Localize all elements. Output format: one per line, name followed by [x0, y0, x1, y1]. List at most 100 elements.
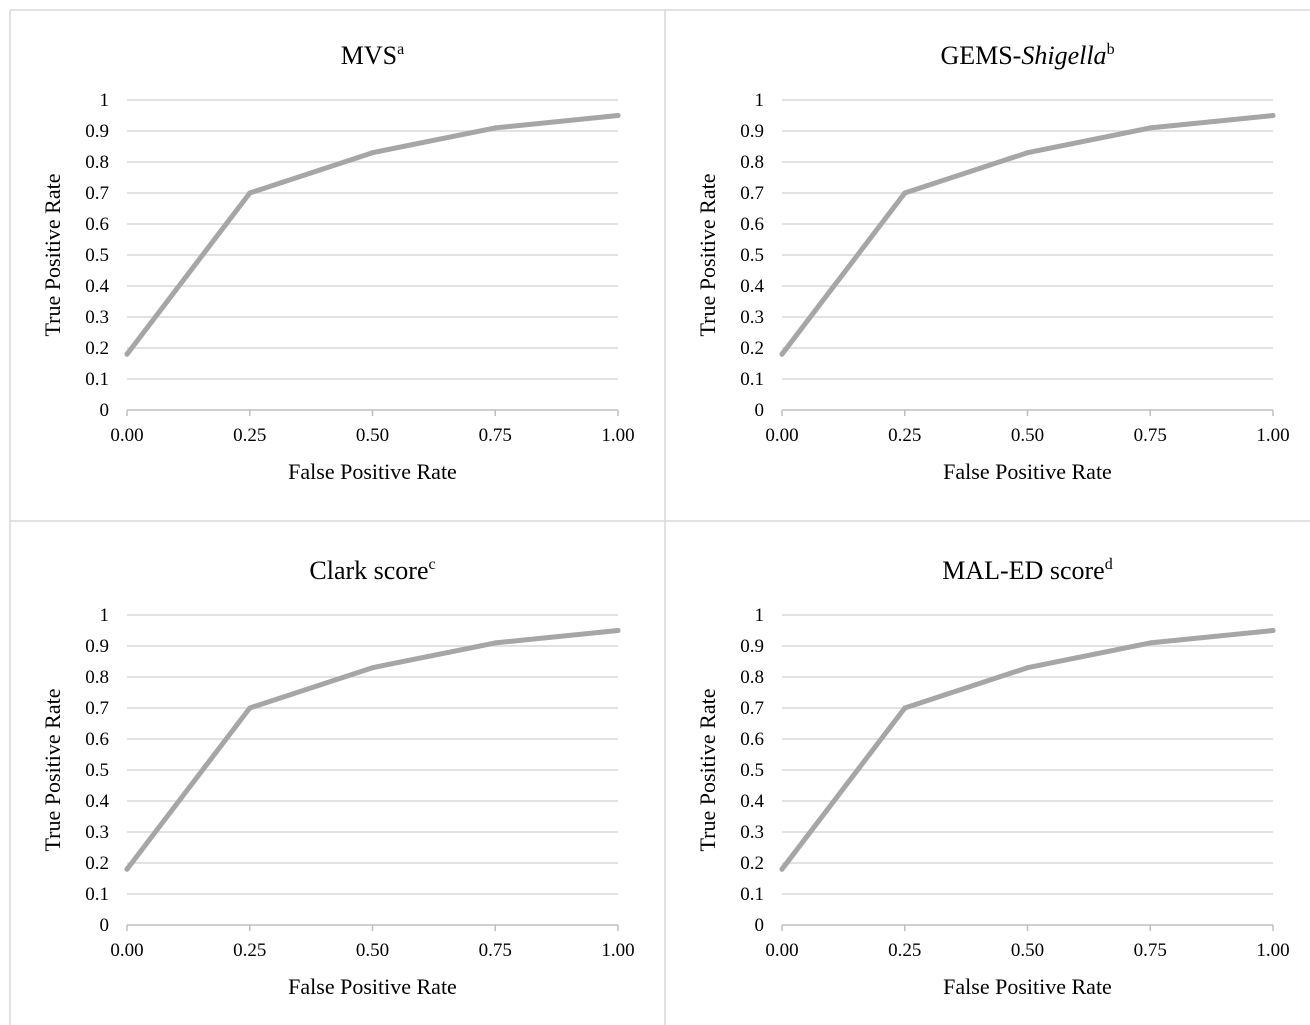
- y-tick-label: 0.8: [740, 667, 764, 688]
- y-tick-label: 0.6: [740, 729, 764, 750]
- roc-curve-point: [1270, 113, 1276, 118]
- roc-curve-point: [779, 866, 785, 872]
- chart-panel-3: Clark scorec 0 0.1 0.2 0.3 0.4 0.5 0.6 0.7 0.8 0.9…: [10, 525, 665, 1025]
- x-tick-label: 0.00: [110, 425, 143, 446]
- roc-curve-point: [902, 705, 908, 711]
- y-axis-label: True Positive Rate: [40, 174, 65, 337]
- chart-panel-4: MAL-ED scored 0 0.1 0.2 0.3 0.4 0.5 0.6 0.7 0.8 0.…: [665, 525, 1310, 1025]
- y-tick-label: 0.1: [740, 369, 764, 390]
- y-tick-label: 1: [755, 90, 765, 111]
- chart-title-superscript: a: [397, 41, 404, 58]
- chart-title-superscript: c: [429, 556, 436, 573]
- chart-svg: MAL-ED scored 0 0.1 0.2 0.3 0.4 0.5 0.6 0.7 0.8 0.…: [695, 556, 1290, 999]
- chart-panel-1: MVSa 0 0.1 0.2 0.3 0.4 0.5 0.6 0.7 0.8 0.9 1 0.00 0.2…: [10, 10, 665, 518]
- y-tick-label: 0.6: [85, 729, 109, 750]
- y-tick-label: 0: [755, 400, 765, 421]
- roc-curve-point: [124, 351, 130, 357]
- x-tick-label: 0.50: [1011, 425, 1044, 446]
- chart-svg: MVSa 0 0.1 0.2 0.3 0.4 0.5 0.6 0.7 0.8 0.9 1 0.00 0.2…: [40, 41, 635, 484]
- y-tick-label: 0.4: [740, 276, 764, 297]
- y-tick-label: 0.3: [740, 822, 764, 843]
- chart-title: GEMS-Shigellab: [940, 41, 1114, 70]
- x-axis-label: False Positive Rate: [288, 459, 457, 484]
- chart-title: Clark scorec: [309, 556, 435, 585]
- y-tick-label: 1: [755, 605, 765, 626]
- y-tick-label: 0.1: [740, 884, 764, 905]
- y-tick-label: 0.9: [740, 121, 764, 142]
- x-axis-label: False Positive Rate: [943, 974, 1112, 999]
- y-tick-label: 0.9: [740, 636, 764, 657]
- x-tick-label: 0.50: [356, 940, 389, 961]
- y-tick-label: 0.8: [85, 152, 109, 173]
- roc-curve-point: [902, 190, 908, 196]
- y-tick-label: 0.6: [740, 214, 764, 235]
- y-tick-label: 0.7: [740, 183, 764, 204]
- x-tick-label: 0.25: [233, 425, 266, 446]
- y-tick-label: 0.1: [85, 369, 109, 390]
- x-tick-label: 0.50: [1011, 940, 1044, 961]
- chart-panel-2: GEMS-Shigellab 0 0.1 0.2 0.3 0.4 0.5 0.6 0.7 0.8 0…: [665, 10, 1310, 518]
- roc-curve-point: [1025, 150, 1030, 156]
- chart-title-text: MVS: [341, 41, 397, 70]
- x-axis-label: False Positive Rate: [943, 459, 1112, 484]
- y-tick-label: 0.2: [740, 853, 764, 874]
- y-tick-label: 0: [100, 915, 110, 936]
- y-tick-label: 1: [100, 90, 110, 111]
- chart-svg: GEMS-Shigellab 0 0.1 0.2 0.3 0.4 0.5 0.6 0.7 0.8 0…: [695, 41, 1290, 484]
- x-tick-label: 1.00: [1256, 940, 1289, 961]
- roc-curve-point: [124, 866, 130, 872]
- y-tick-label: 0.5: [85, 245, 109, 266]
- roc-curve-point: [615, 628, 621, 633]
- y-tick-label: 0.5: [85, 760, 109, 781]
- y-tick-label: 0.2: [740, 338, 764, 359]
- y-tick-label: 0.4: [85, 791, 109, 812]
- y-tick-label: 0.7: [740, 698, 764, 719]
- x-axis-label: False Positive Rate: [288, 974, 457, 999]
- y-axis-label: True Positive Rate: [695, 689, 720, 852]
- x-tick-label: 0.25: [233, 940, 266, 961]
- chart-title-text: GEMS-: [940, 41, 1021, 70]
- chart-title: MAL-ED scored: [942, 556, 1112, 585]
- roc-curve-point: [779, 351, 785, 357]
- y-tick-label: 0.4: [740, 791, 764, 812]
- y-tick-label: 0: [100, 400, 110, 421]
- y-tick-label: 0.3: [740, 307, 764, 328]
- x-tick-label: 0.00: [765, 425, 798, 446]
- roc-curve-point: [1147, 640, 1153, 646]
- chart-title-superscript: b: [1107, 41, 1115, 58]
- roc-curve-point: [1270, 628, 1276, 633]
- y-tick-label: 0.8: [740, 152, 764, 173]
- y-tick-label: 0.7: [85, 183, 109, 204]
- chart-svg: Clark scorec 0 0.1 0.2 0.3 0.4 0.5 0.6 0.7 0.8 0.9…: [40, 556, 635, 999]
- chart-title-text: MAL-ED score: [942, 556, 1104, 585]
- chart-title-italic: Shigella: [1021, 41, 1106, 70]
- x-tick-label: 1.00: [601, 425, 634, 446]
- y-tick-label: 1: [100, 605, 110, 626]
- y-tick-label: 0.9: [85, 636, 109, 657]
- roc-curve-point: [1147, 125, 1153, 131]
- x-tick-label: 0.00: [765, 940, 798, 961]
- y-tick-label: 0.9: [85, 121, 109, 142]
- y-tick-label: 0.3: [85, 307, 109, 328]
- x-tick-label: 1.00: [1256, 425, 1289, 446]
- chart-title: MVSa: [341, 41, 404, 70]
- y-tick-label: 0.8: [85, 667, 109, 688]
- y-axis-label: True Positive Rate: [695, 174, 720, 337]
- y-tick-label: 0: [755, 915, 765, 936]
- x-tick-label: 0.00: [110, 940, 143, 961]
- roc-curve-point: [370, 150, 375, 156]
- y-tick-label: 0.1: [85, 884, 109, 905]
- x-tick-label: 0.50: [356, 425, 389, 446]
- y-tick-label: 0.7: [85, 698, 109, 719]
- y-tick-label: 0.2: [85, 853, 109, 874]
- y-tick-label: 0.4: [85, 276, 109, 297]
- chart-title-text: Clark score: [309, 556, 428, 585]
- x-tick-label: 0.75: [479, 425, 512, 446]
- y-tick-label: 0.3: [85, 822, 109, 843]
- roc-curve-point: [1025, 665, 1030, 671]
- x-tick-label: 0.25: [888, 940, 921, 961]
- x-tick-label: 0.75: [479, 940, 512, 961]
- roc-curve-point: [370, 665, 375, 671]
